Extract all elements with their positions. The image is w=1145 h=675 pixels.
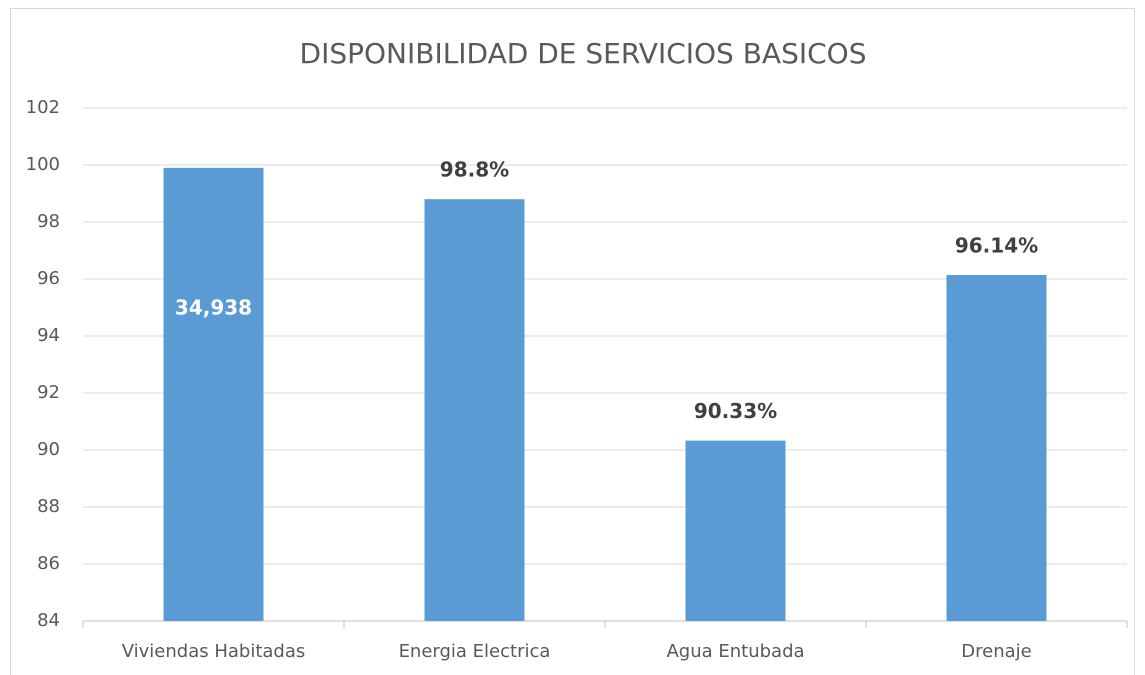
y-tick-label: 86: [37, 553, 60, 574]
value-label: 98.8%: [440, 158, 509, 182]
x-tick-label: Agua Entubada: [666, 641, 804, 662]
value-label: 96.14%: [955, 234, 1038, 258]
y-tick-label: 98: [37, 211, 60, 232]
bar: [685, 440, 786, 621]
bar: [946, 275, 1047, 621]
y-tick-label: 90: [37, 439, 60, 460]
x-tick-label: Energia Electrica: [399, 641, 551, 662]
x-tick-label: Viviendas Habitadas: [122, 641, 306, 662]
x-tick-label: Drenaje: [961, 641, 1031, 662]
chart-title: DISPONIBILIDAD DE SERVICIOS BASICOS: [300, 37, 867, 70]
y-tick-label: 100: [26, 154, 60, 175]
value-label: 90.33%: [694, 399, 777, 423]
y-tick-label: 96: [37, 268, 60, 289]
annotation: 34,938: [175, 295, 252, 319]
y-tick-label: 102: [26, 97, 60, 118]
y-tick-label: 94: [37, 325, 60, 346]
y-tick-label: 84: [37, 610, 60, 631]
bar: [163, 167, 264, 621]
y-tick-label: 92: [37, 382, 60, 403]
y-tick-label: 88: [37, 496, 60, 517]
bar: [424, 199, 525, 621]
